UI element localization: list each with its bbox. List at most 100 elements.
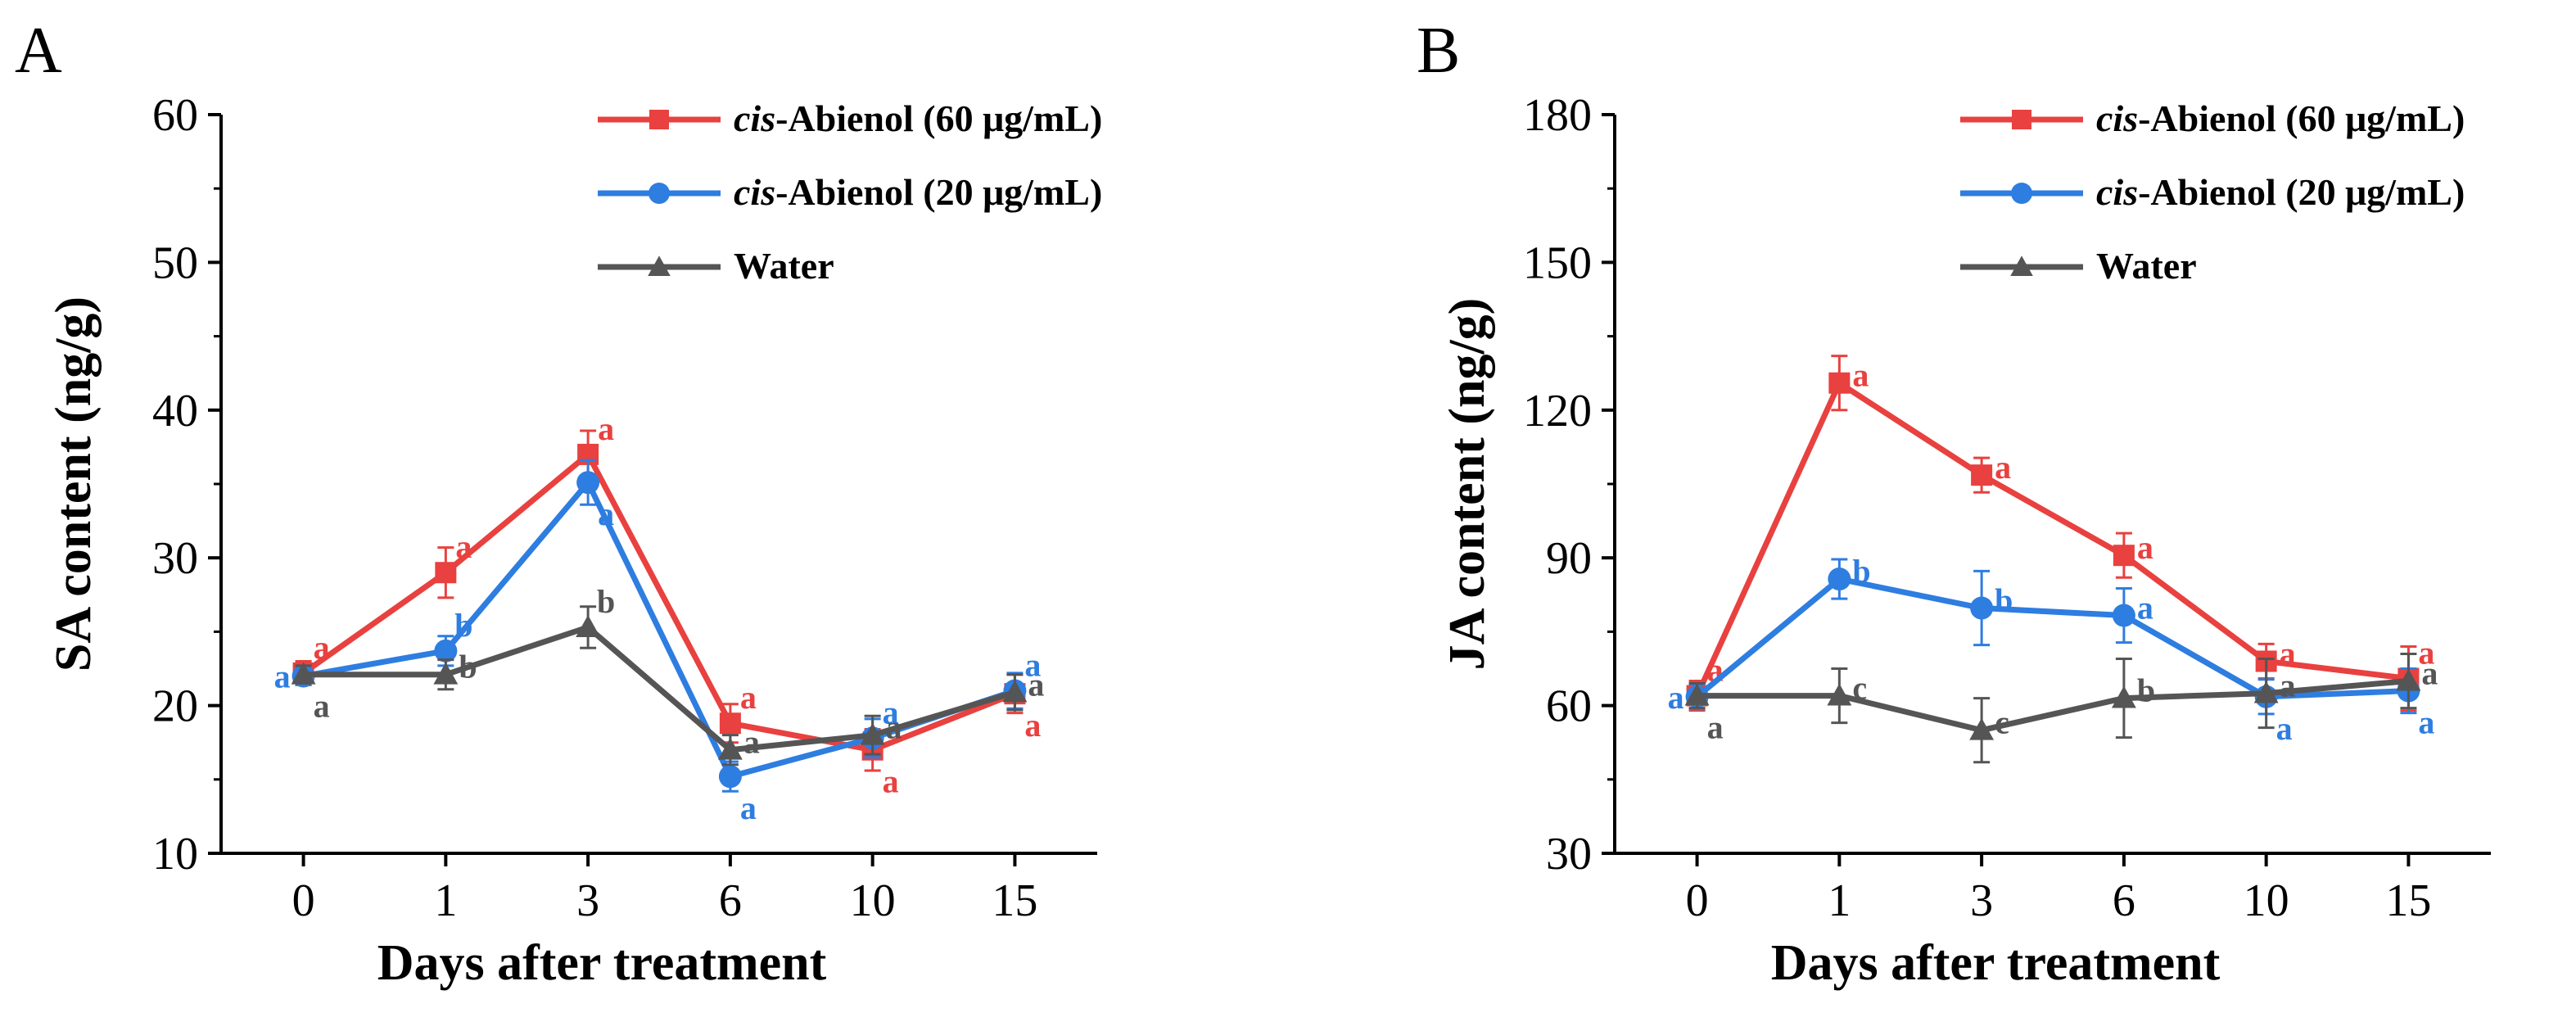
significance-letter: a bbox=[314, 629, 330, 666]
series-line bbox=[1697, 678, 2409, 734]
legend-marker-triangle bbox=[648, 256, 671, 277]
significance-letter: a bbox=[2280, 635, 2296, 672]
data-point-triangle bbox=[717, 737, 743, 760]
x-tick-label: 1 bbox=[1828, 875, 1851, 926]
data-point-triangle bbox=[291, 662, 316, 685]
significance-letter: a bbox=[883, 694, 899, 730]
x-tick-label: 0 bbox=[1686, 875, 1709, 926]
significance-letter: b bbox=[597, 583, 615, 620]
significance-letter: a bbox=[1852, 357, 1869, 394]
x-tick-label: 1 bbox=[434, 875, 457, 926]
legend-name-part: -Abienol (60 μg/mL) bbox=[2138, 97, 2465, 139]
significance-letter: a bbox=[455, 528, 472, 565]
significance-letter: a bbox=[1024, 647, 1041, 684]
x-tick-label: 0 bbox=[292, 875, 315, 926]
significance-letter: a bbox=[743, 724, 760, 761]
y-tick-label: 30 bbox=[152, 533, 198, 584]
y-tick-label: 150 bbox=[1523, 237, 1592, 288]
significance-letter: a bbox=[740, 679, 757, 716]
data-point-circle bbox=[1828, 568, 1851, 591]
significance-letter: a bbox=[1668, 679, 1684, 716]
significance-letter: a bbox=[2276, 710, 2293, 747]
data-point-circle bbox=[1970, 596, 1994, 620]
significance-letter: b bbox=[2137, 672, 2155, 709]
legend-entry: Water bbox=[734, 245, 834, 287]
data-point-triangle bbox=[576, 615, 601, 637]
y-tick-label: 50 bbox=[152, 237, 198, 288]
data-point-square bbox=[1828, 372, 1851, 394]
legend-name-part: Water bbox=[734, 245, 834, 287]
data-point-triangle bbox=[2111, 685, 2136, 708]
panel-b: B 30 60 90 120 150 180 0 1 3 6 10 15 Days after treat… bbox=[1417, 15, 2491, 991]
legend-italic-part: cis bbox=[734, 171, 775, 213]
series-line bbox=[302, 479, 1016, 780]
x-axis-title: Days after treatment bbox=[1771, 935, 2221, 991]
panel-letter: A bbox=[15, 15, 62, 87]
y-tick-label: 90 bbox=[1546, 533, 1592, 584]
legend: cis-Abienol (60 μg/mL)cis-Abienol (20 μg… bbox=[1960, 97, 2465, 287]
legend: cis-Abienol (60 μg/mL)cis-Abienol (20 μg… bbox=[598, 97, 1102, 287]
legend-marker-square bbox=[649, 110, 669, 129]
data-point-square bbox=[435, 562, 457, 584]
legend-marker-circle bbox=[649, 183, 670, 204]
data-point-triangle bbox=[1827, 683, 1852, 706]
legend-italic-part: cis bbox=[734, 97, 775, 139]
x-tick-label: 3 bbox=[576, 875, 599, 926]
legend-entry: cis-Abienol (60 μg/mL) bbox=[734, 97, 1102, 139]
legend-name-part: -Abienol (60 μg/mL) bbox=[775, 97, 1102, 139]
significance-letter: a bbox=[1995, 449, 2011, 486]
significance-letter: c bbox=[1995, 704, 2009, 741]
data-point-circle bbox=[718, 765, 742, 789]
y-tick-label: 60 bbox=[152, 90, 198, 141]
x-tick-label: 15 bbox=[992, 875, 1037, 926]
significance-letter: a bbox=[2418, 635, 2434, 672]
significance-letter: a bbox=[2421, 655, 2438, 692]
y-tick-label: 120 bbox=[1523, 386, 1592, 436]
significance-letter: b bbox=[454, 607, 472, 644]
y-tick-label: 20 bbox=[152, 681, 198, 732]
panel-a: A 10 20 30 40 50 60 0 1 3 6 10 15 Days after treatmen… bbox=[15, 15, 1102, 991]
legend-entry: Water bbox=[2096, 245, 2197, 287]
data-point-triangle bbox=[1002, 680, 1028, 703]
significance-letter: b bbox=[1995, 582, 2013, 619]
series-line bbox=[303, 624, 1016, 753]
y-tick-label: 60 bbox=[1546, 681, 1592, 732]
legend-name-part: -Abienol (20 μg/mL) bbox=[2138, 171, 2465, 213]
data-point-triangle bbox=[2253, 681, 2279, 703]
series-line bbox=[301, 451, 1016, 753]
x-axis-title: Days after treatment bbox=[377, 935, 827, 991]
x-tick-label: 6 bbox=[719, 875, 742, 926]
significance-letter: a bbox=[274, 658, 291, 695]
legend-entry: cis-Abienol (60 μg/mL) bbox=[2096, 97, 2465, 139]
legend-name-part: -Abienol (20 μg/mL) bbox=[775, 171, 1102, 213]
legend-name-part: Water bbox=[2096, 245, 2197, 287]
significance-letter: a bbox=[314, 688, 330, 725]
data-point-triangle bbox=[1684, 683, 1710, 706]
y-tick-label: 40 bbox=[152, 386, 198, 436]
y-tick-label: 10 bbox=[152, 829, 198, 880]
y-axis-title: SA content (ng/g) bbox=[46, 296, 102, 672]
x-tick-label: 15 bbox=[2385, 875, 2431, 926]
x-tick-label: 3 bbox=[1970, 875, 1993, 926]
data-point-triangle bbox=[2396, 668, 2421, 691]
legend-marker-triangle bbox=[2010, 256, 2033, 277]
y-tick-label: 180 bbox=[1523, 90, 1592, 141]
panel-letter: B bbox=[1417, 15, 1460, 87]
y-axis-title: JA content (ng/g) bbox=[1439, 298, 1495, 671]
series-1: abb aa a bbox=[1668, 553, 2435, 747]
significance-letter: b bbox=[459, 649, 477, 685]
significance-letter: a bbox=[1028, 666, 1044, 703]
significance-letter: a bbox=[2418, 704, 2434, 741]
data-point-triangle bbox=[433, 662, 459, 685]
data-point-circle bbox=[576, 471, 600, 495]
series-line bbox=[1694, 380, 2409, 698]
y-tick-label: 30 bbox=[1546, 829, 1592, 880]
legend-italic-part: cis bbox=[2096, 97, 2138, 139]
significance-letter: a bbox=[1024, 707, 1041, 744]
significance-letter: a bbox=[740, 789, 757, 826]
data-point-square bbox=[2113, 545, 2135, 567]
